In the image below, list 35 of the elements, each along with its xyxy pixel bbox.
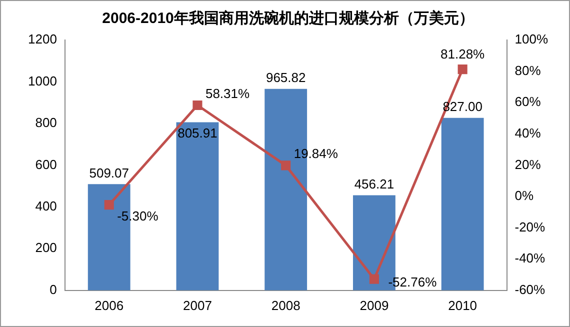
y2-tick-label: 20% xyxy=(514,156,542,172)
y-tick-label: 600 xyxy=(35,156,57,172)
y-tick-label: 1000 xyxy=(28,73,57,88)
y2-tick-label: 0% xyxy=(514,188,534,204)
data-label: 58.31% xyxy=(205,86,250,101)
point xyxy=(369,274,379,284)
y-tick-label: 0 xyxy=(50,282,57,297)
y2-tick-label: 80% xyxy=(514,62,542,78)
bar xyxy=(176,122,219,290)
y-tick-label: 400 xyxy=(35,198,57,214)
bar xyxy=(441,118,484,290)
data-label: 965.82 xyxy=(266,70,306,85)
y2-tick-label: -20% xyxy=(514,219,546,234)
point xyxy=(458,64,468,74)
x-tick-label: 2010 xyxy=(448,298,478,313)
y2-tick-label: -40% xyxy=(514,250,546,266)
y2-tick-label: -60% xyxy=(514,282,546,297)
x-tick-label: 2008 xyxy=(271,298,300,313)
x-tick-label: 2007 xyxy=(183,298,212,313)
y2-tick-label: 60% xyxy=(514,94,542,110)
point xyxy=(281,160,291,170)
data-label: 509.07 xyxy=(89,165,129,180)
data-label: 805.91 xyxy=(178,125,218,140)
data-label: 456.21 xyxy=(354,176,394,192)
y-tick-label: 200 xyxy=(35,240,57,256)
y-tick-label: 800 xyxy=(35,115,57,130)
point xyxy=(104,200,114,210)
point xyxy=(192,100,202,110)
chart-title: 2006-2010年我国商用洗碗机的进口规模分析（万美元） xyxy=(102,9,474,28)
y2-tick-label: 100% xyxy=(514,32,548,47)
y-tick-label: 1200 xyxy=(28,32,57,47)
y2-tick-label: 40% xyxy=(514,125,542,140)
x-tick-label: 2009 xyxy=(360,298,389,313)
data-label: 81.28% xyxy=(440,46,486,62)
x-tick-label: 2006 xyxy=(94,298,124,313)
